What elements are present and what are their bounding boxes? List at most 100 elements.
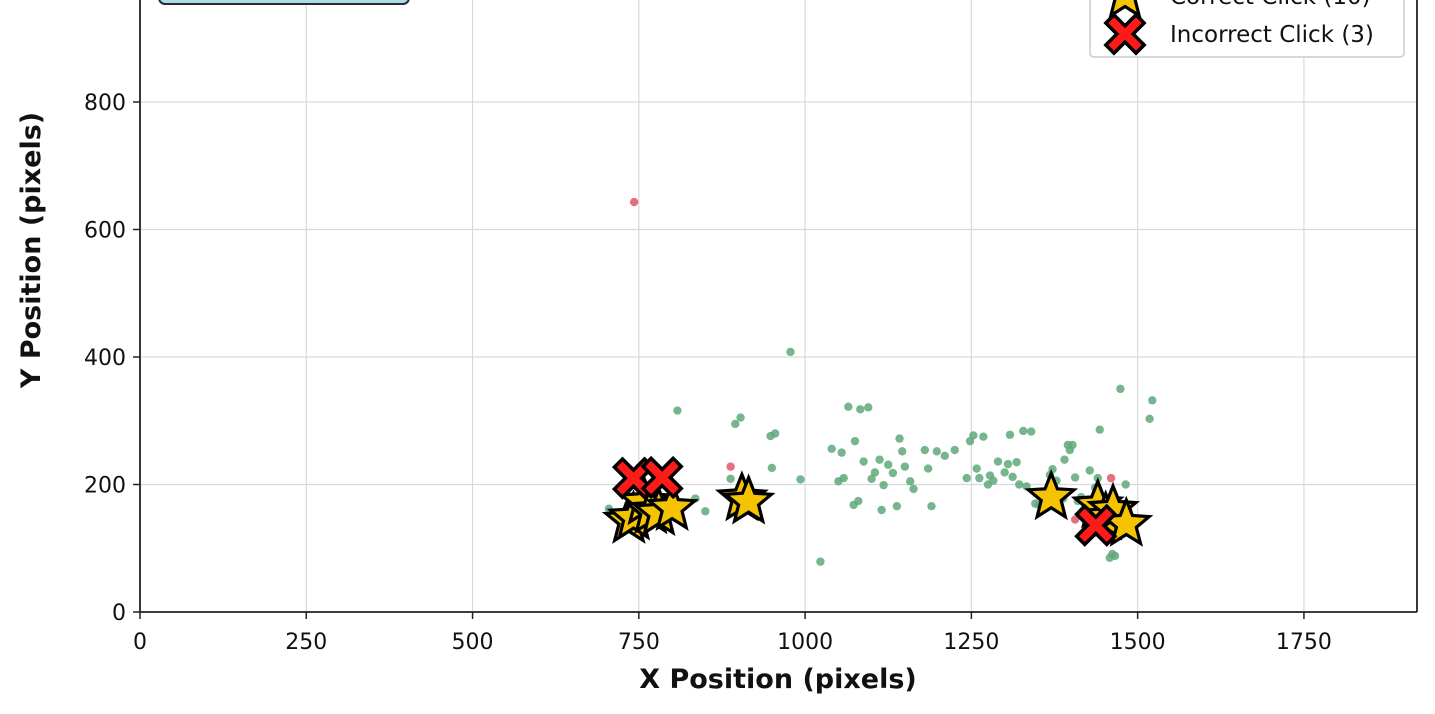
movement-point [736,413,745,422]
movement-point [888,468,898,478]
movement-point [837,448,846,457]
y-axis-label: Y Position (pixels) [16,112,47,389]
movement-point [898,447,907,456]
movement-point [770,429,780,438]
movement-point [892,501,902,511]
movement-point [895,434,904,443]
movement-point [989,476,998,485]
movement-point [905,477,915,486]
movement-point [900,462,910,471]
incorrect-click-x-icon [1074,503,1118,547]
movement-point [1121,480,1130,489]
movement-point [839,473,848,483]
movement-point [701,507,710,516]
x-tick-label: 1000 [777,630,833,655]
movement-point [920,445,930,455]
correct-click-star-icon [645,479,700,531]
movement-point [864,403,873,412]
movement-point [850,436,860,446]
movement-point [854,496,863,506]
movement-point [923,464,933,473]
correct-click-star-icon [1024,468,1079,521]
movement-point [932,447,941,456]
movement-point [1106,473,1116,483]
movement-point [993,457,1003,466]
movement-point [879,480,888,490]
movement-point [940,451,949,461]
movement-point [1068,440,1077,450]
movement-point [1148,396,1157,405]
movement-point [629,197,639,207]
movement-point [816,557,825,566]
legend: Correct Click (10) Incorrect Click (3) [1089,0,1405,58]
movement-point [867,474,876,483]
x-tick-label: 1500 [1110,630,1166,655]
movement-point [969,431,978,440]
x-tick-label: 250 [285,630,327,655]
x-tick-label: 750 [618,630,660,655]
movement-point [726,462,735,471]
legend-entry: Correct Click (10) [1108,0,1371,19]
x-tick-label: 500 [452,630,494,655]
x-tick-label: 1750 [1276,630,1332,655]
movement-point [827,444,836,453]
movement-point [877,505,886,515]
x-tick-label: 1250 [943,630,999,655]
movement-point [1095,425,1104,434]
data-layer [601,197,1157,566]
legend-star-icon [1108,0,1142,19]
movement-point [1085,466,1094,475]
movement-point [979,432,988,441]
y-tick-label: 400 [84,346,126,371]
movement-point [1070,473,1080,482]
movement-point [875,455,884,464]
movement-point [673,406,682,415]
y-tick-label: 200 [84,474,126,499]
movement-point [950,445,959,455]
correct-click-star-icon [721,473,776,525]
y-tick-label: 600 [84,219,126,244]
tick-layer: 0 250 500 750 1000 1250 1500 1750 0 200 400 600 800 [84,91,1332,655]
legend-frame [1089,0,1405,58]
movement-point [844,402,853,411]
movement-point [859,457,868,466]
movement-point [1070,515,1080,524]
movement-point [972,464,981,473]
legend-entry: Incorrect Click (3) [1103,12,1374,56]
movement-point [1000,468,1009,477]
movement-point [856,405,865,414]
y-tick-label: 800 [84,91,126,116]
movement-point [1012,457,1021,467]
incorrect-click-x-icon [611,456,656,500]
movement-point [870,468,880,477]
movement-point [1110,551,1120,561]
movement-point [1003,459,1013,469]
movement-point [767,463,777,473]
x-axis-label: X Position (pixels) [639,664,917,695]
movement-point [884,460,893,469]
incorrect-click-x-icon [640,455,684,500]
movement-point [927,501,936,511]
movement-point [1048,465,1057,474]
legend-label: Incorrect Click (3) [1170,22,1374,48]
legend-label: Correct Click (10) [1170,0,1371,10]
movement-point [1145,414,1154,424]
movement-point [1005,430,1015,439]
movement-point [1116,384,1125,394]
movement-point [1015,480,1024,489]
movement-point [731,419,740,429]
movement-point [962,473,971,483]
y-tick-label: 0 [112,601,126,626]
movement-point [1008,472,1017,482]
movement-point [1060,455,1069,464]
info-box [158,0,410,5]
movement-point [786,347,795,357]
movement-point [796,475,805,484]
movement-point [726,474,735,483]
legend-x-icon [1103,12,1147,56]
movement-point [1019,426,1028,436]
movement-point [1027,427,1036,436]
x-tick-label: 0 [133,630,147,655]
movement-point [975,473,984,483]
